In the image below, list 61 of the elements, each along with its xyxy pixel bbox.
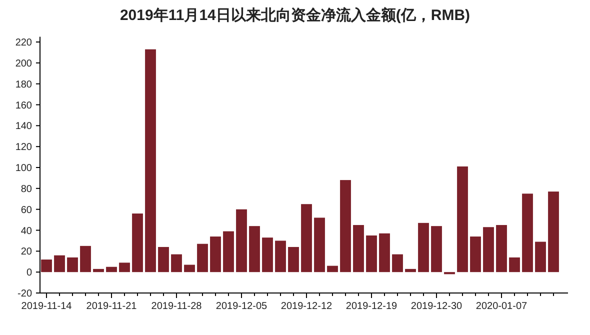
- bar: [496, 225, 507, 272]
- bar: [93, 268, 104, 272]
- bar: [145, 49, 156, 272]
- x-tick-label: 2019-11-28: [151, 301, 202, 312]
- bar: [106, 266, 117, 272]
- bar: [327, 266, 338, 272]
- y-tick-label: 100: [15, 163, 32, 174]
- bar: [522, 194, 533, 272]
- bar: [67, 257, 78, 272]
- bar: [535, 242, 546, 272]
- y-tick-label: 140: [15, 121, 32, 132]
- y-tick-label: -20: [18, 288, 32, 300]
- y-tick-label: 160: [15, 100, 32, 112]
- bar: [223, 231, 234, 272]
- bar: [548, 192, 559, 272]
- bar: [418, 222, 429, 272]
- y-tick-label: 120: [15, 142, 32, 154]
- bar: [210, 236, 221, 272]
- bar: [405, 268, 416, 272]
- y-tick-label: 20: [20, 246, 32, 258]
- bar: [158, 246, 169, 272]
- bar: [509, 257, 520, 272]
- x-tick-label: 2020-01-07: [476, 301, 528, 312]
- x-tick-label: 2019-12-05: [216, 301, 268, 312]
- x-tick-label: 2019-12-30: [410, 301, 463, 312]
- bar: [275, 240, 286, 272]
- bar: [353, 225, 364, 272]
- y-tick-label: 0: [26, 268, 32, 279]
- bar: [379, 233, 390, 272]
- bar: [340, 180, 351, 272]
- bar: [288, 246, 299, 272]
- bar: [171, 254, 182, 272]
- bar: [366, 235, 377, 272]
- bar: [249, 226, 260, 272]
- x-tick-label: 2019-11-14: [21, 301, 72, 312]
- bar: [470, 236, 481, 272]
- bar: [197, 244, 208, 272]
- bar: [54, 255, 65, 272]
- bar: [184, 264, 195, 272]
- chart-title: 2019年11月14日以来北向资金净流入金额(亿，RMB): [120, 6, 470, 24]
- bar: [41, 260, 52, 272]
- bar: [262, 238, 273, 272]
- bar: [457, 166, 468, 272]
- x-tick-label: 2019-12-12: [280, 301, 333, 312]
- y-tick-label: 200: [15, 58, 32, 70]
- bar: [483, 227, 494, 272]
- y-tick-label: 220: [15, 38, 32, 48]
- x-tick-label: 2019-11-21: [86, 301, 138, 312]
- bar: [80, 246, 91, 272]
- bar: [301, 204, 312, 272]
- bar: [132, 214, 143, 272]
- bar: [119, 262, 130, 272]
- bar: [236, 209, 247, 272]
- y-tick-label: 180: [15, 79, 32, 90]
- bar: [314, 218, 325, 272]
- x-tick-label: 2019-12-19: [346, 301, 398, 312]
- y-tick-label: 40: [20, 226, 32, 237]
- y-tick-label: 80: [20, 184, 32, 195]
- bar: [392, 254, 403, 272]
- bar: [431, 226, 442, 272]
- y-tick-label: 60: [20, 204, 32, 216]
